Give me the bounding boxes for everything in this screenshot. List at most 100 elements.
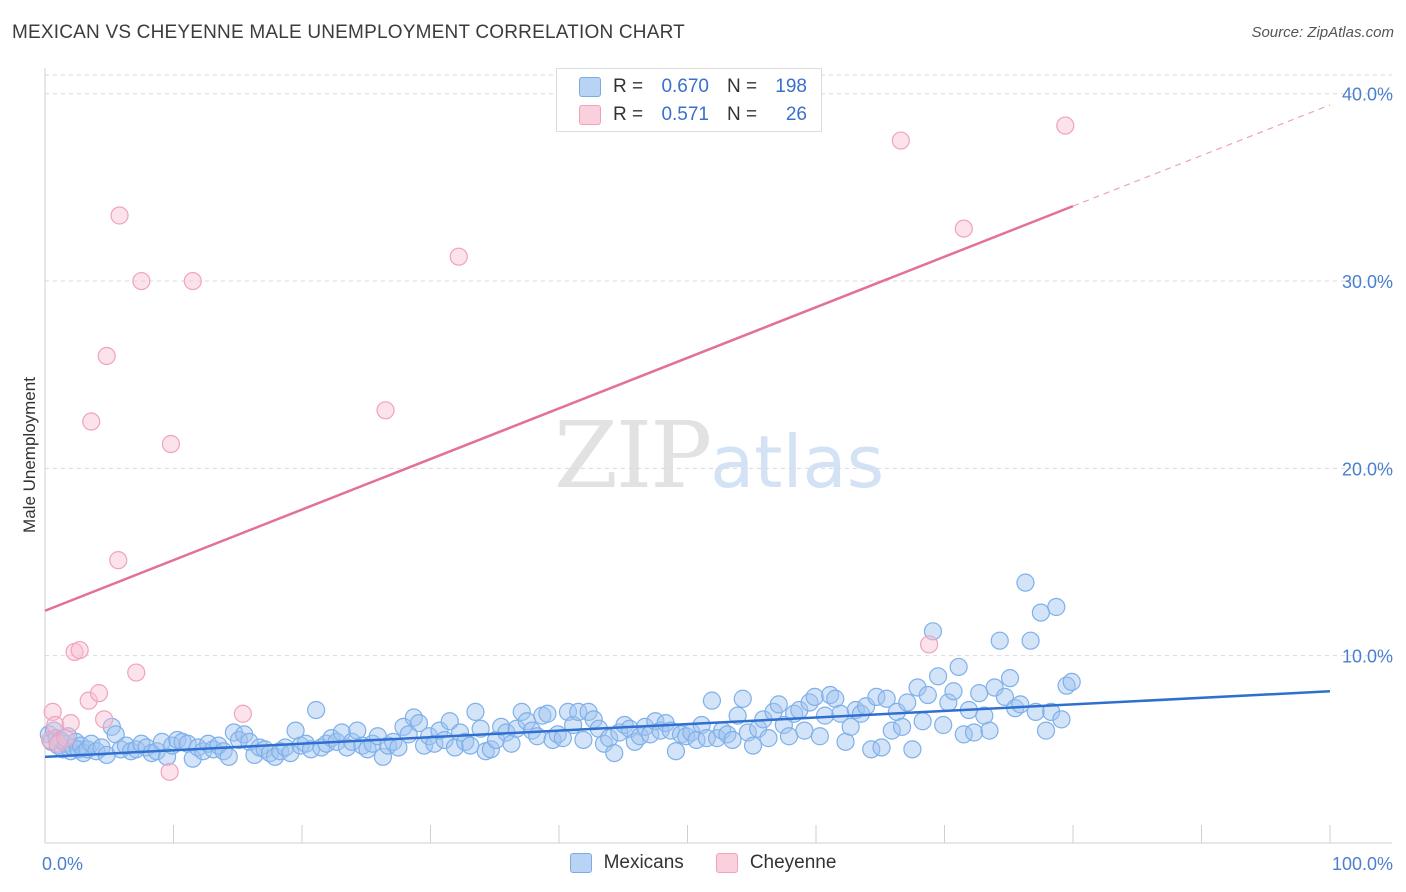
point-mexicans xyxy=(872,738,891,757)
point-cheyenne xyxy=(127,663,146,682)
point-mexicans xyxy=(219,747,238,766)
point-mexicans xyxy=(723,730,742,750)
point-mexicans xyxy=(995,687,1014,706)
point-mexicans xyxy=(1031,603,1050,622)
point-mexicans xyxy=(908,678,927,697)
point-mexicans xyxy=(697,729,716,748)
point-mexicans xyxy=(337,738,357,757)
point-mexicans xyxy=(944,682,963,701)
point-mexicans xyxy=(769,695,788,714)
grid xyxy=(45,74,1392,657)
point-cheyenne xyxy=(109,551,128,570)
point-cheyenne xyxy=(161,434,181,454)
legend-r-value: 0.670 xyxy=(661,76,709,97)
point-mexicans xyxy=(702,691,722,710)
legend-n-label: N = xyxy=(727,104,758,125)
point-cheyenne xyxy=(233,704,252,723)
y-tick-label: 10.0% xyxy=(1342,647,1393,667)
point-mexicans xyxy=(466,702,485,721)
legend-label-cheyenne: Cheyenne xyxy=(749,852,837,873)
point-mexicans xyxy=(538,704,557,723)
legend-r-label: R = xyxy=(613,104,644,125)
y-tick-label: 40.0% xyxy=(1342,85,1393,105)
point-mexicans xyxy=(743,736,763,755)
point-mexicans xyxy=(949,657,968,677)
point-mexicans xyxy=(718,725,737,744)
legend-swatch-mexicans xyxy=(569,853,592,873)
legend-item-cheyenne[interactable]: Cheyenne xyxy=(715,852,837,874)
point-mexicans xyxy=(903,740,922,759)
legend-n-value: 198 xyxy=(775,76,807,97)
point-mexicans xyxy=(841,717,860,736)
point-mexicans xyxy=(409,714,429,733)
x-tick-label: 100.0% xyxy=(1332,854,1393,874)
point-mexicans xyxy=(461,736,480,755)
point-cheyenne xyxy=(183,271,202,291)
point-mexicans xyxy=(116,736,136,755)
watermark: ZIPatlas xyxy=(554,402,884,509)
legend-swatch-cheyenne xyxy=(715,853,738,873)
point-mexicans xyxy=(913,712,932,731)
point-mexicans xyxy=(990,631,1009,650)
point-mexicans xyxy=(759,729,778,748)
point-mexicans xyxy=(970,684,989,703)
point-mexicans xyxy=(928,667,948,686)
trend-line-cheyenne xyxy=(44,204,1074,612)
series-cheyenne xyxy=(41,116,1075,781)
point-mexicans xyxy=(157,747,177,766)
point-mexicans xyxy=(877,689,896,708)
point-mexicans xyxy=(307,700,326,720)
point-mexicans xyxy=(666,742,686,761)
point-cheyenne xyxy=(919,635,939,654)
point-mexicans xyxy=(404,708,423,727)
point-mexicans xyxy=(733,689,752,708)
legend-row-mexicans: R = 0.670 N = 198 xyxy=(579,73,807,101)
point-mexicans xyxy=(512,702,531,721)
point-mexicans xyxy=(918,685,937,705)
point-mexicans xyxy=(1042,702,1061,721)
tick-labels: 10.0% 20.0% 30.0% 40.0% 0.0% 100.0% xyxy=(42,85,1393,874)
point-mexicans xyxy=(471,719,490,738)
point-cheyenne xyxy=(89,684,109,703)
point-mexicans xyxy=(795,721,814,740)
y-tick-label: 20.0% xyxy=(1342,459,1393,479)
point-cheyenne xyxy=(70,640,89,660)
point-mexicans xyxy=(569,702,588,721)
watermark-atlas: atlas xyxy=(710,420,885,504)
point-mexicans xyxy=(481,740,500,759)
point-mexicans xyxy=(373,747,393,766)
point-mexicans xyxy=(892,717,912,736)
point-mexicans xyxy=(1047,597,1066,617)
x-tick-label: 0.0% xyxy=(42,854,83,874)
point-mexicans xyxy=(574,730,593,750)
point-mexicans xyxy=(1036,721,1056,740)
point-cheyenne xyxy=(61,714,80,733)
legend-n-value: 26 xyxy=(785,104,807,125)
point-mexicans xyxy=(625,732,644,751)
legend-swatch-mexicans xyxy=(579,77,601,97)
point-mexicans xyxy=(1021,631,1040,650)
trend-extension-cheyenne xyxy=(1072,104,1331,207)
legend-item-mexicans[interactable]: Mexicans xyxy=(569,852,684,874)
legend-swatch-cheyenne xyxy=(579,105,601,125)
point-cheyenne xyxy=(95,710,114,729)
point-cheyenne xyxy=(1056,116,1075,135)
point-mexicans xyxy=(805,687,824,706)
point-cheyenne xyxy=(891,131,910,150)
point-mexicans xyxy=(898,693,917,712)
series-mexicans xyxy=(39,573,1081,768)
y-tick-label: 30.0% xyxy=(1342,272,1393,292)
point-mexicans xyxy=(492,717,511,736)
point-cheyenne xyxy=(132,271,151,291)
point-mexicans xyxy=(209,736,228,755)
point-mexicans xyxy=(1062,672,1081,692)
point-mexicans xyxy=(605,743,624,763)
legend-r-label: R = xyxy=(613,76,644,97)
point-mexicans xyxy=(934,715,953,735)
trend-lines xyxy=(44,104,1331,759)
point-cheyenne xyxy=(46,715,65,735)
point-mexicans xyxy=(1016,573,1035,592)
legend-row-cheyenne: R = 0.571 N = 26 xyxy=(579,101,807,129)
point-cheyenne xyxy=(954,219,973,238)
